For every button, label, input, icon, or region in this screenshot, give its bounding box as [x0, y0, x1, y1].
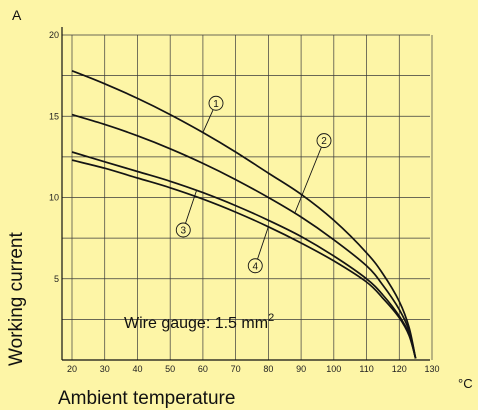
marker-number: 3 — [180, 226, 186, 237]
x-tick-label: 80 — [263, 364, 273, 374]
wire-gauge-text: Wire gauge: 1.5 mm — [124, 315, 268, 332]
x-tick-label: 60 — [198, 364, 208, 374]
curve-markers: 1 2 3 4 — [175, 95, 332, 274]
y-tick-label: 5 — [54, 274, 59, 284]
x-tick-label: 40 — [132, 364, 142, 374]
x-tick-label: 120 — [392, 364, 407, 374]
x-axis-title: Ambient temperature — [58, 388, 235, 409]
y-tick-label: 20 — [49, 30, 59, 40]
x-tick-label: 50 — [165, 364, 175, 374]
marker-leader-line — [294, 146, 322, 214]
x-tick-label: 90 — [296, 364, 306, 374]
x-unit-label: °C — [458, 376, 473, 391]
curve-4 — [71, 159, 417, 359]
wire-gauge-annotation: Wire gauge: 1.5 mm2 — [124, 312, 274, 332]
x-tick-label: 20 — [67, 364, 77, 374]
y-tick-label: 15 — [49, 111, 59, 121]
x-tick-label: 100 — [326, 364, 341, 374]
marker-circle — [316, 133, 332, 149]
curve-3 — [71, 151, 417, 359]
grid — [61, 27, 433, 361]
x-tick-label: 130 — [424, 364, 439, 374]
marker-circle — [208, 95, 224, 111]
marker-leader-line — [257, 226, 269, 260]
y-unit-label: A — [12, 7, 22, 23]
marker-circle — [175, 222, 191, 238]
marker-circle — [247, 258, 263, 274]
curve-marker-3: 3 — [175, 190, 197, 238]
x-tick-label: 70 — [231, 364, 241, 374]
curves — [71, 70, 417, 359]
y-axis-title: Working current — [6, 232, 27, 366]
y-tick-label: 10 — [49, 193, 59, 203]
wire-gauge-superscript: 2 — [268, 312, 274, 324]
curve-marker-4: 4 — [247, 226, 269, 274]
curve-marker-2: 2 — [294, 133, 332, 214]
marker-number: 4 — [252, 261, 258, 272]
marker-leader-line — [202, 109, 214, 133]
curve-1 — [71, 70, 417, 359]
x-tick-label: 110 — [359, 364, 373, 374]
x-tick-label: 30 — [100, 364, 110, 374]
curve-2 — [71, 113, 417, 359]
marker-leader-line — [185, 190, 197, 224]
marker-number: 1 — [213, 99, 219, 110]
curve-marker-1: 1 — [202, 95, 224, 133]
tick-labels: 20 30 40 50 60 70 80 90 100 110 120 130 5 10 15 20 — [49, 30, 440, 374]
marker-number: 2 — [321, 136, 327, 147]
